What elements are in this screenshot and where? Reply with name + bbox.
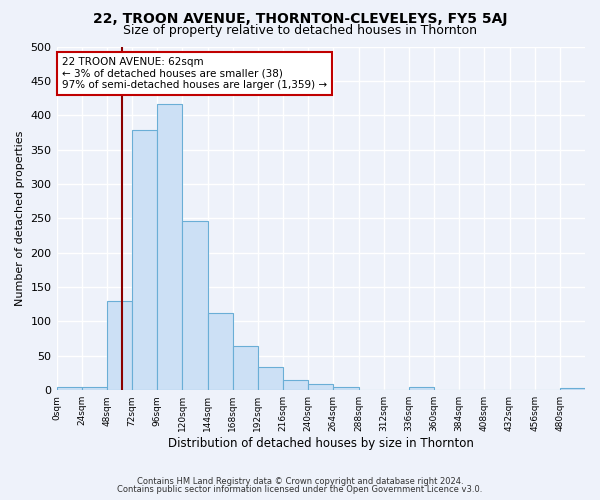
Text: Contains public sector information licensed under the Open Government Licence v3: Contains public sector information licen… — [118, 484, 482, 494]
Bar — [409, 388, 434, 390]
Bar — [233, 346, 258, 390]
Bar — [182, 221, 208, 390]
Bar — [157, 104, 182, 390]
Text: Contains HM Land Registry data © Crown copyright and database right 2024.: Contains HM Land Registry data © Crown c… — [137, 477, 463, 486]
Bar — [334, 387, 359, 390]
Text: 22, TROON AVENUE, THORNTON-CLEVELEYS, FY5 5AJ: 22, TROON AVENUE, THORNTON-CLEVELEYS, FY… — [93, 12, 507, 26]
Bar — [132, 130, 157, 390]
Bar — [258, 367, 283, 390]
Bar — [107, 301, 132, 390]
Y-axis label: Number of detached properties: Number of detached properties — [15, 130, 25, 306]
Bar — [82, 387, 107, 390]
Bar — [208, 313, 233, 390]
Bar — [560, 388, 585, 390]
Bar — [56, 388, 82, 390]
Bar — [308, 384, 334, 390]
X-axis label: Distribution of detached houses by size in Thornton: Distribution of detached houses by size … — [168, 437, 474, 450]
Text: Size of property relative to detached houses in Thornton: Size of property relative to detached ho… — [123, 24, 477, 37]
Text: 22 TROON AVENUE: 62sqm
← 3% of detached houses are smaller (38)
97% of semi-deta: 22 TROON AVENUE: 62sqm ← 3% of detached … — [62, 57, 327, 90]
Bar — [283, 380, 308, 390]
